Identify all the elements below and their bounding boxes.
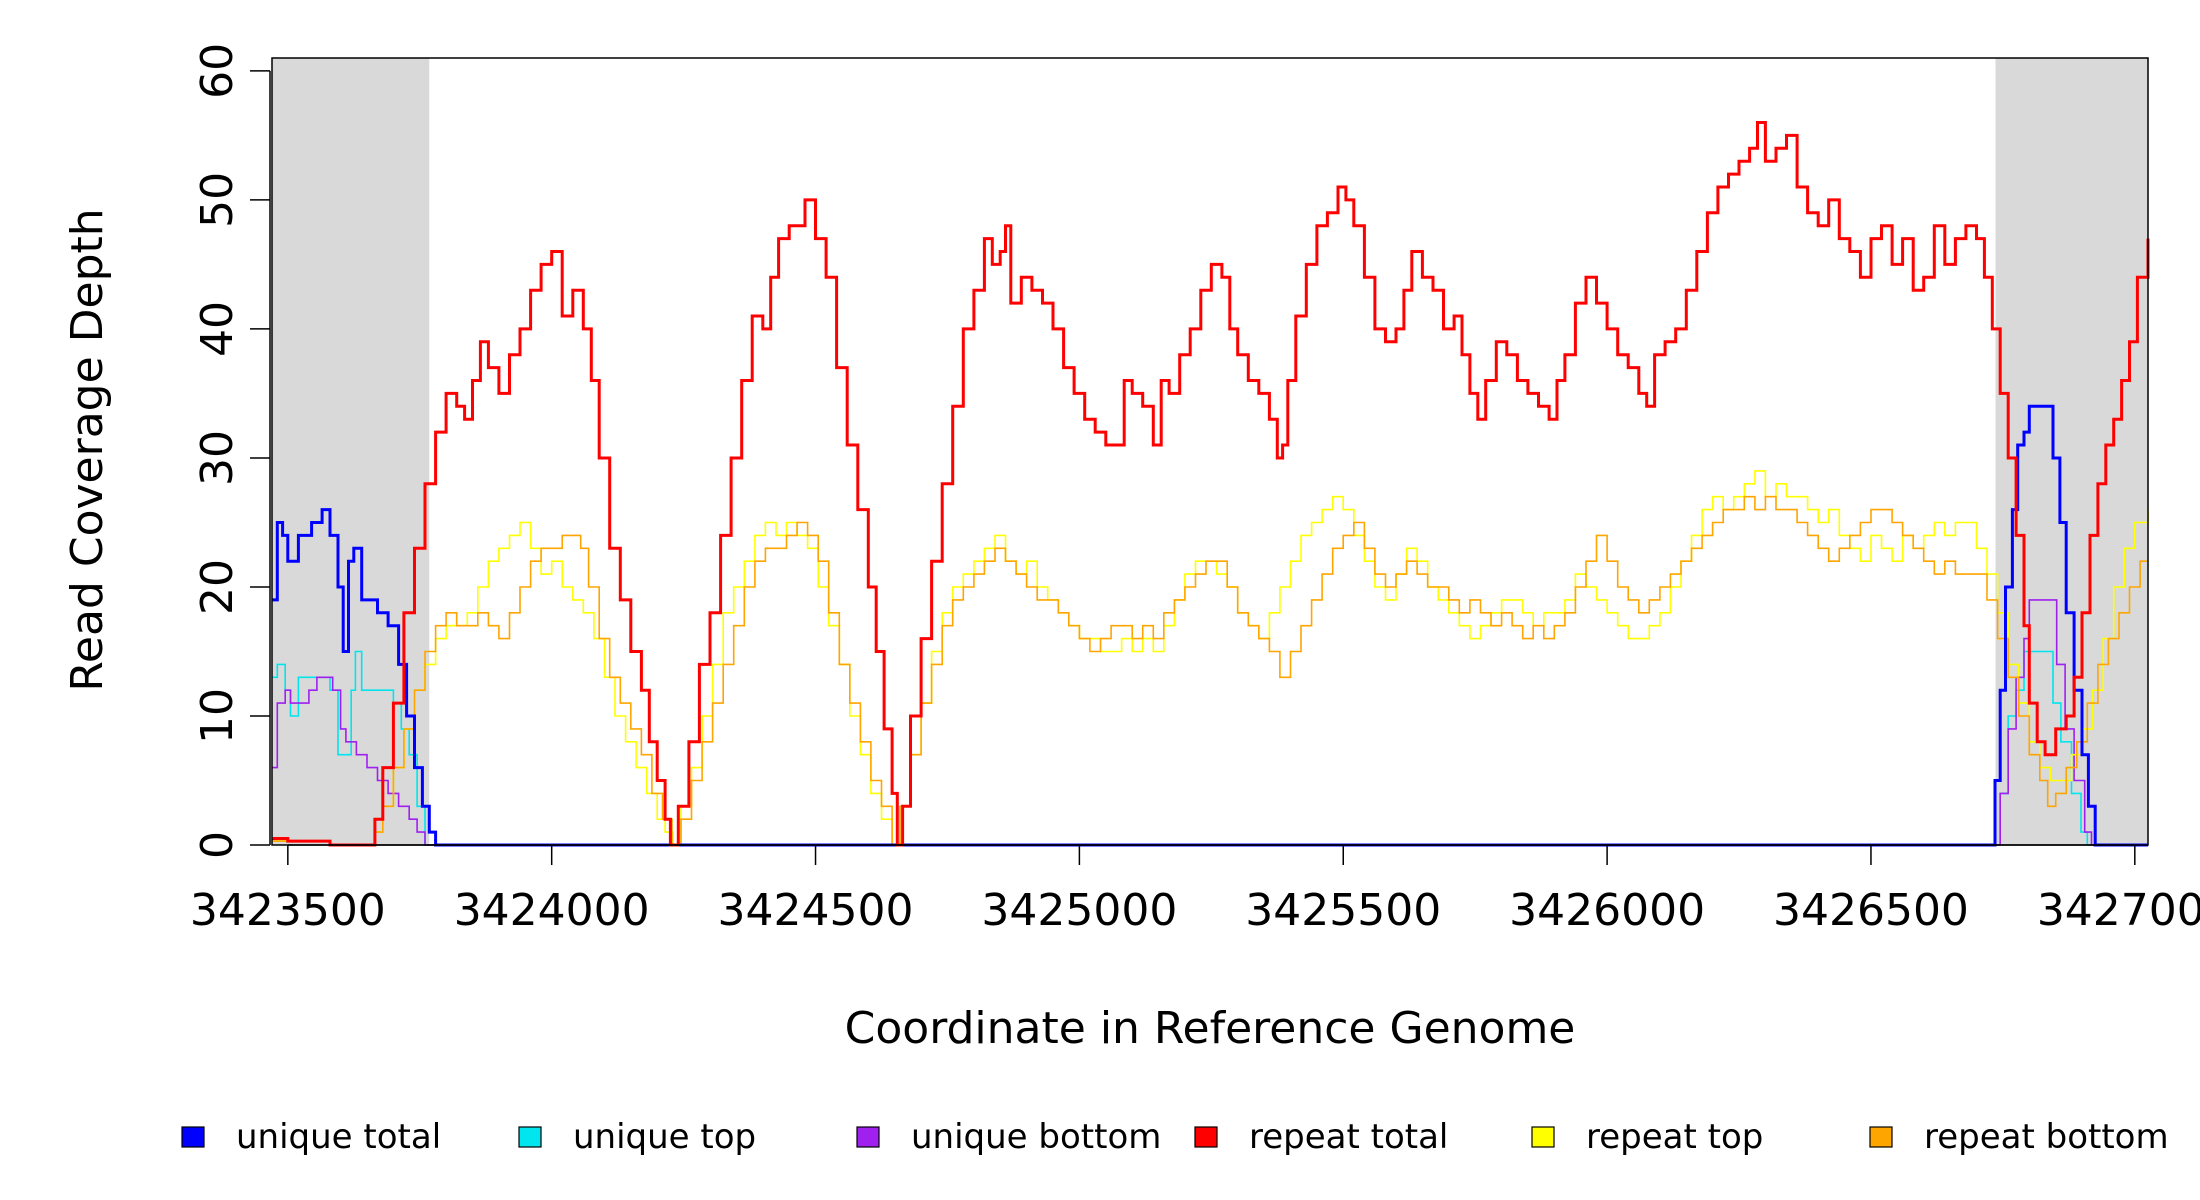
shaded-regions [272, 58, 2148, 845]
x-tick-label: 3426500 [1773, 885, 1969, 936]
legend-label: repeat total [1249, 1117, 1448, 1157]
legend-label: unique top [573, 1117, 756, 1157]
x-tick-label: 3423500 [190, 885, 386, 936]
series-line-repeat-bottom [272, 495, 2148, 846]
legend-label: unique bottom [911, 1117, 1161, 1157]
series-line-unique-bottom [272, 599, 2148, 846]
x-tick-label: 3426000 [1509, 885, 1705, 936]
x-tick-label: 3424000 [454, 885, 650, 936]
legend-swatch [1194, 1126, 1218, 1148]
y-axis-label: Read Coverage Depth [62, 208, 113, 691]
legend-label: repeat top [1586, 1117, 1763, 1157]
legend-label: unique total [236, 1117, 441, 1157]
y-tick-label: 40 [192, 301, 243, 357]
y-tick-label: 50 [192, 172, 243, 228]
y-axis: 0 10 20 30 40 50 60 [192, 43, 271, 859]
y-tick-label: 20 [192, 559, 243, 615]
x-axis: 3423500 3424000 3424500 3425000 3425500 34260… [190, 844, 2200, 936]
y-tick-label: 30 [192, 430, 243, 486]
x-tick-label: 3425000 [981, 885, 1177, 936]
series-line-repeat-total [272, 121, 2150, 847]
legend-swatch [518, 1126, 542, 1148]
series-line-unique-total [272, 404, 2148, 847]
legend-swatch [1869, 1126, 1893, 1148]
series-line-unique-top [272, 650, 2148, 846]
y-tick-label: 60 [192, 43, 243, 99]
legend-swatch [1531, 1126, 1555, 1148]
x-axis-label: Coordinate in Reference Genome [845, 1003, 1576, 1054]
y-tick-label: 10 [192, 688, 243, 744]
series-line-repeat-top [272, 470, 2149, 846]
y-tick-label: 0 [192, 831, 243, 859]
legend-swatch [181, 1126, 205, 1148]
legend-swatch [856, 1126, 880, 1148]
shaded-region-2 [1995, 58, 2148, 845]
series-lines [272, 121, 2150, 847]
x-tick-label: 3424500 [718, 885, 914, 936]
legend-label: repeat bottom [1924, 1117, 2169, 1157]
plot-frame [271, 57, 2149, 846]
x-tick-label: 3425500 [1245, 885, 1441, 936]
legend: unique total unique top unique bottom repea… [181, 1117, 2169, 1157]
